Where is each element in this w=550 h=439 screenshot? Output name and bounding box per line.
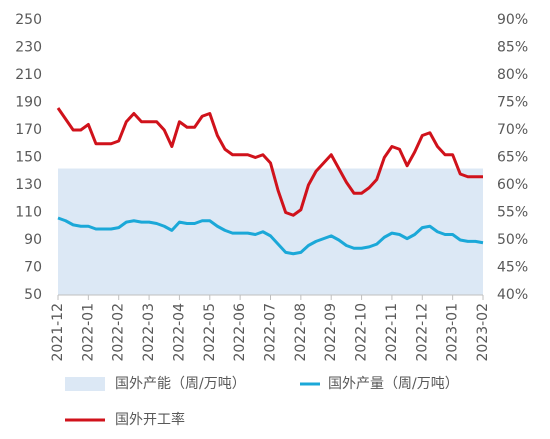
x-tick-label: 2022-04: [171, 303, 187, 362]
y-tick-label: 90: [24, 232, 42, 248]
legend-label: 国外开工率: [115, 411, 185, 428]
x-tick-label: 2021-12: [50, 303, 66, 362]
y-tick-label: 70: [24, 260, 42, 276]
y-tick-label: 150: [15, 150, 42, 166]
x-tick-label: 2022-09: [323, 303, 339, 362]
x-tick-label: 2022-02: [111, 303, 127, 362]
x-tick-label: 2022-12: [414, 303, 430, 362]
y2-tick-label: 70%: [497, 122, 528, 138]
x-tick-label: 2022-11: [384, 303, 400, 362]
y2-tick-label: 80%: [497, 67, 528, 83]
y2-tick-label: 75%: [497, 95, 528, 111]
line: [56, 107, 483, 217]
y2-tick-label: 45%: [497, 260, 528, 276]
y2-tick-label: 65%: [497, 150, 528, 166]
x-tick-label: 2023-01: [445, 303, 461, 362]
legend-swatch: [65, 377, 105, 391]
x-tick-label: 2022-07: [263, 303, 279, 362]
area: [58, 168, 483, 295]
legend-label: 国外产量（周/万吨）: [328, 376, 459, 392]
y-tick-label: 130: [15, 177, 42, 193]
y-tick-label: 230: [15, 40, 42, 56]
y-tick-label: 210: [15, 67, 42, 83]
line: [57, 216, 484, 256]
y2-tick-label: 60%: [497, 177, 528, 193]
y2-tick-label: 55%: [497, 205, 528, 221]
y2-tick-label: 50%: [497, 232, 528, 248]
x-tick-label: 2022-01: [80, 303, 96, 362]
x-tick-label: 2022-10: [354, 303, 370, 362]
x-tick-label: 2022-03: [141, 303, 157, 362]
x-tick-label: 2023-02: [475, 303, 491, 362]
y-tick-label: 110: [15, 205, 42, 221]
y2-tick-label: 40%: [497, 287, 528, 303]
y-tick-label: 190: [15, 95, 42, 111]
y-tick-label: 170: [15, 122, 42, 138]
legend-label: 国外产能（周/万吨）: [115, 376, 246, 392]
y-tick-label: 50: [24, 287, 42, 303]
x-tick-label: 2022-08: [293, 303, 309, 362]
y2-tick-label: 90%: [497, 12, 528, 28]
x-tick-label: 2022-06: [232, 303, 248, 362]
y2-tick-label: 85%: [497, 40, 528, 56]
x-tick-label: 2022-05: [202, 303, 218, 362]
y-tick-label: 250: [15, 12, 42, 28]
